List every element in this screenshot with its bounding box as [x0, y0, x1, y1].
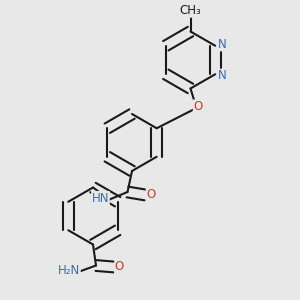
- Text: O: O: [146, 188, 155, 202]
- Text: CH₃: CH₃: [180, 4, 201, 17]
- Text: HN: HN: [92, 191, 109, 205]
- Text: O: O: [115, 260, 124, 274]
- Text: N: N: [218, 69, 227, 82]
- Text: H₂N: H₂N: [58, 264, 80, 278]
- Text: N: N: [218, 38, 227, 51]
- Text: O: O: [194, 100, 202, 113]
